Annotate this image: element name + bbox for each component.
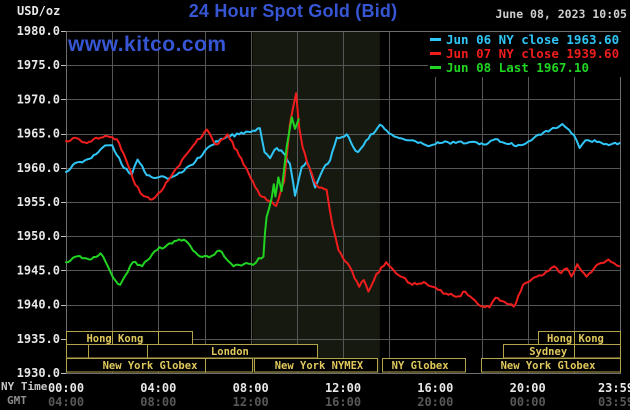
session-label: New York NYMEX: [275, 360, 364, 372]
y-tick-label: 1975.0: [17, 58, 60, 72]
legend-row-jun08: Jun 08 Last 1967.10: [428, 59, 629, 75]
legend-label-jun08: Jun 08 Last 1967.10: [446, 59, 589, 75]
session-label: Sydney: [529, 346, 568, 358]
jun06-line-swatch: [430, 37, 441, 41]
y-tick-label: 1935.0: [17, 332, 60, 346]
chart-title: 24 Hour Spot Gold (Bid): [188, 1, 398, 21]
x-tick-gmt: 16:00: [325, 395, 361, 409]
x-axis: NY TimeGMT00:0004:0004:0008:0008:0012:00…: [1, 380, 630, 409]
y-tick-label: 1955.0: [17, 195, 60, 209]
y-tick-label: 1965.0: [17, 127, 60, 141]
y-tick-label: 1980.0: [17, 24, 60, 38]
x-tick-gmt: 00:00: [510, 395, 546, 409]
session-label: Hong Kong: [86, 333, 143, 345]
y-tick-label: 1940.0: [17, 298, 60, 312]
x-tick-ny-time: 08:00: [233, 381, 269, 395]
y-tick-label: 1945.0: [17, 263, 60, 277]
x-tick-ny-time: 20:00: [510, 381, 546, 395]
gridlines: [66, 31, 621, 374]
legend-label-jun07: Jun 07 NY close 1939.60: [446, 45, 620, 61]
legend-label-jun06: Jun 06 NY close 1963.60: [446, 31, 620, 47]
x-tick-ny-time: 00:00: [48, 381, 84, 395]
session-box: [481, 358, 621, 373]
series-line-jun-06: [65, 123, 621, 197]
plot-border: [66, 31, 621, 374]
session-label: New York Globex: [103, 360, 199, 372]
ny-time-row-label: NY Time: [1, 380, 48, 393]
chart-timestamp: June 08, 2023 10:05: [495, 7, 627, 21]
x-tick-ny-time: 12:00: [325, 381, 361, 395]
gmt-row-label: GMT: [7, 394, 27, 407]
y-axis: 1930.0 1935.0 1940.0 1945.0 1950.0 1955.0 1960…: [17, 24, 66, 380]
y-tick-label: 1930.0: [17, 366, 60, 380]
kitco-watermark-link[interactable]: www.kitco.com: [68, 33, 227, 56]
series-line-jun-07: [65, 92, 621, 309]
session-label: Hong Kong: [547, 333, 604, 345]
jun07-line-swatch: [430, 51, 441, 55]
x-tick-ny-time: 04:00: [140, 381, 176, 395]
legend-row-jun07: Jun 07 NY close 1939.60: [428, 45, 629, 61]
x-tick-ny-time: 16:00: [417, 381, 453, 395]
x-tick-gmt: 03:59: [598, 395, 630, 409]
x-tick-gmt: 04:00: [48, 395, 84, 409]
y-axis-unit-label: USD/oz: [17, 4, 61, 18]
session-box: [382, 358, 466, 373]
y-tick-label: 1960.0: [17, 161, 60, 175]
session-box: [66, 344, 318, 359]
session-label: London: [211, 346, 249, 358]
x-tick-ny-time: 23:59: [598, 381, 630, 395]
session-box: [254, 358, 378, 373]
session-label: New York Globex: [501, 360, 597, 372]
x-tick-gmt: 12:00: [233, 395, 269, 409]
y-tick-label: 1970.0: [17, 92, 60, 106]
y-tick-label: 1950.0: [17, 229, 60, 243]
jun08-line-swatch: [430, 65, 441, 69]
legend-row-jun06: Jun 06 NY close 1963.60: [428, 31, 629, 47]
legend: Jun 06 NY close 1963.60 Jun 07 NY close …: [428, 32, 629, 77]
market-sessions: Hong Kong Hong Kong London Sydney New York G…: [66, 331, 621, 373]
session-label: NY Globex: [392, 360, 450, 372]
series-line-jun-08: [65, 116, 300, 286]
x-tick-gmt: 20:00: [417, 395, 453, 409]
x-tick-gmt: 08:00: [140, 395, 176, 409]
